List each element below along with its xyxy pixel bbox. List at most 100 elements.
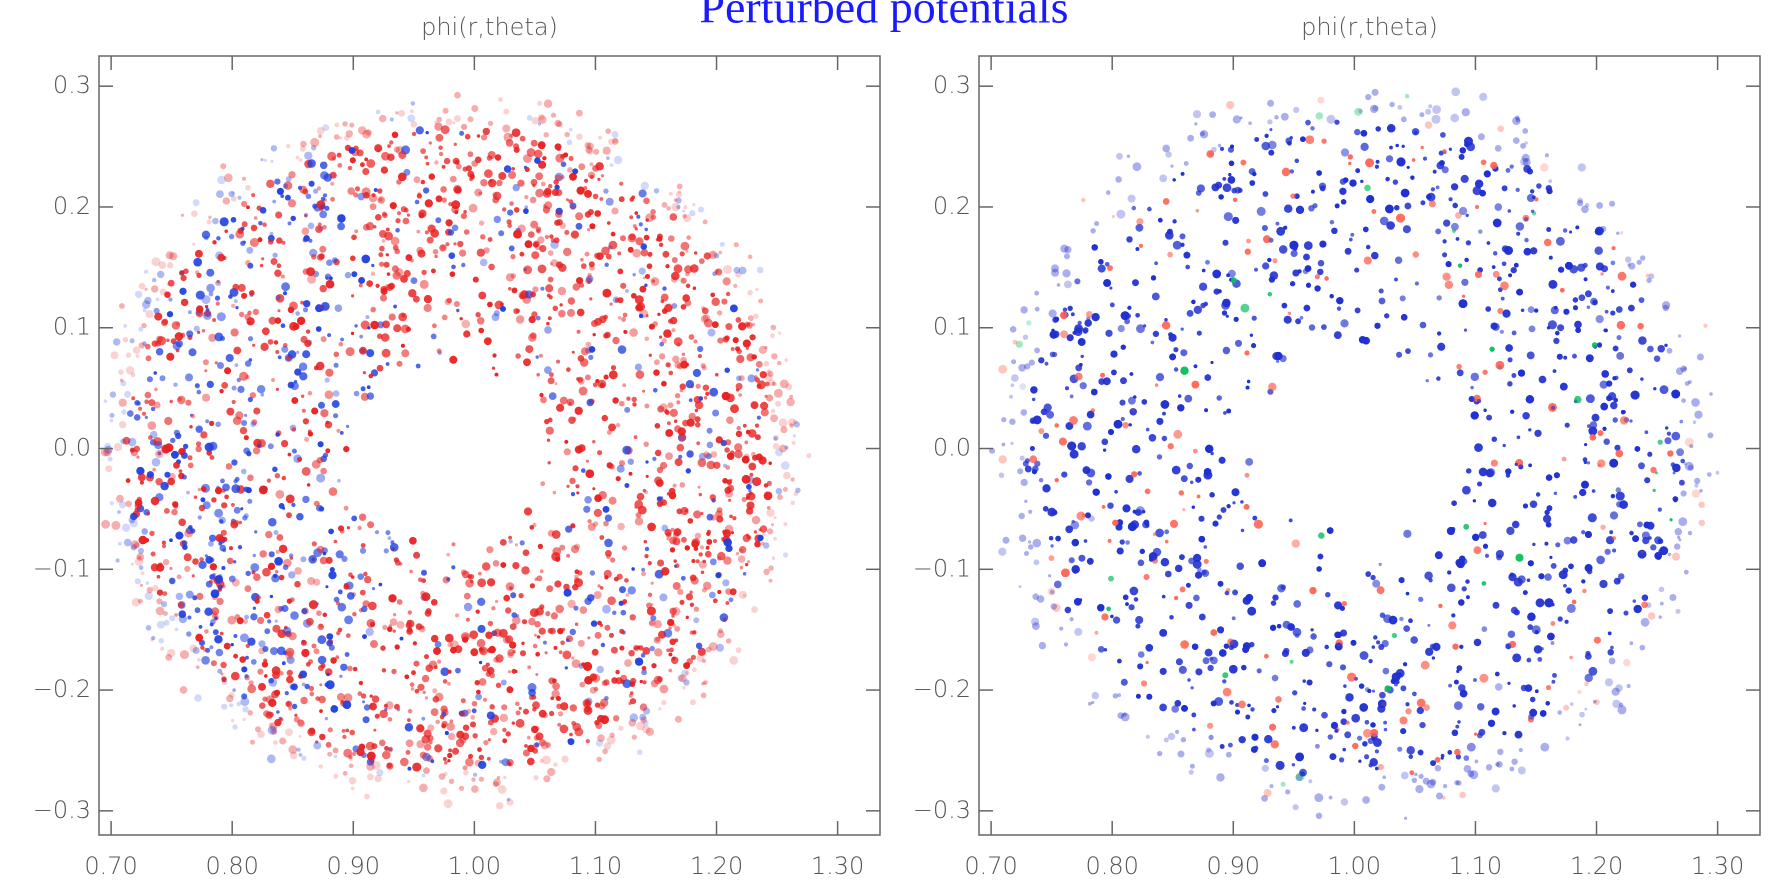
speckle xyxy=(276,710,280,714)
speckle xyxy=(511,612,517,618)
speckle xyxy=(319,506,325,512)
speckle xyxy=(753,530,758,534)
speckle xyxy=(144,287,148,291)
speckle xyxy=(325,420,330,425)
speckle xyxy=(275,211,283,219)
speckle xyxy=(471,700,478,707)
speckle xyxy=(317,222,322,227)
speckle xyxy=(216,597,224,606)
speckle xyxy=(603,742,611,750)
speckle xyxy=(421,569,427,576)
speckle xyxy=(430,759,435,764)
speckle xyxy=(373,728,377,732)
speckle xyxy=(336,152,342,158)
speckle xyxy=(634,211,639,215)
speckle xyxy=(320,467,327,475)
speckle xyxy=(326,672,330,677)
speckle xyxy=(261,257,265,261)
speckle xyxy=(482,127,490,136)
speckle xyxy=(741,496,747,503)
speckle xyxy=(610,646,618,654)
speckle xyxy=(745,321,753,329)
speckle xyxy=(763,568,770,575)
speckle xyxy=(240,240,246,246)
speckle xyxy=(209,563,217,571)
speckle xyxy=(160,646,165,651)
speckle xyxy=(431,634,439,643)
speckle xyxy=(320,663,326,669)
speckle xyxy=(610,365,617,371)
speckle xyxy=(717,551,726,561)
speckle xyxy=(636,492,645,501)
speckle xyxy=(637,749,643,755)
speckle xyxy=(311,643,317,649)
speckle xyxy=(529,332,537,339)
speckle xyxy=(610,557,616,563)
speckle xyxy=(712,598,718,604)
speckle xyxy=(270,159,274,163)
speckle xyxy=(666,206,671,211)
speckle xyxy=(555,556,561,562)
speckle xyxy=(523,208,529,214)
speckle xyxy=(277,646,286,656)
speckle xyxy=(360,386,366,392)
speckle xyxy=(322,612,327,617)
speckle xyxy=(513,207,520,213)
speckle xyxy=(253,407,261,415)
speckle xyxy=(531,725,539,734)
speckle xyxy=(109,391,117,398)
speckle xyxy=(470,579,474,584)
speckle xyxy=(574,622,579,626)
speckle xyxy=(251,419,258,426)
speckle xyxy=(246,246,254,254)
speckle xyxy=(161,540,166,545)
speckle xyxy=(154,441,163,450)
speckle xyxy=(532,643,538,649)
speckle xyxy=(346,526,350,530)
speckle xyxy=(204,442,214,452)
speckle xyxy=(452,747,459,755)
speckle xyxy=(119,378,124,383)
speckle xyxy=(741,455,750,464)
speckle xyxy=(316,473,326,483)
speckle xyxy=(118,398,127,407)
speckle xyxy=(257,237,263,243)
speckle xyxy=(736,375,742,382)
speckle xyxy=(674,564,677,568)
speckle xyxy=(554,580,562,588)
speckle xyxy=(378,582,383,587)
speckle xyxy=(165,251,174,260)
speckle xyxy=(649,645,655,652)
speckle xyxy=(688,334,695,340)
speckle xyxy=(523,265,532,275)
speckle xyxy=(538,709,547,718)
speckle xyxy=(460,698,466,704)
speckle xyxy=(333,351,340,358)
speckle xyxy=(618,725,624,731)
speckle xyxy=(486,711,495,720)
speckle xyxy=(162,591,168,596)
speckle xyxy=(471,105,479,112)
speckle xyxy=(758,298,763,304)
speckle xyxy=(706,427,713,434)
speckle xyxy=(724,447,730,453)
speckle xyxy=(198,560,207,570)
speckle xyxy=(350,255,356,262)
speckle xyxy=(481,665,489,672)
speckle xyxy=(711,297,720,306)
speckle xyxy=(471,785,479,793)
speckle xyxy=(251,193,256,198)
speckle xyxy=(678,454,683,459)
speckle xyxy=(700,511,704,516)
speckle xyxy=(476,134,481,138)
speckle xyxy=(584,597,592,605)
speckle xyxy=(368,601,377,611)
speckle xyxy=(298,158,303,162)
speckle xyxy=(374,530,380,535)
speckle xyxy=(577,355,585,362)
speckle xyxy=(607,596,616,605)
speckle xyxy=(380,286,387,293)
speckle xyxy=(231,718,235,723)
speckle xyxy=(576,133,583,140)
